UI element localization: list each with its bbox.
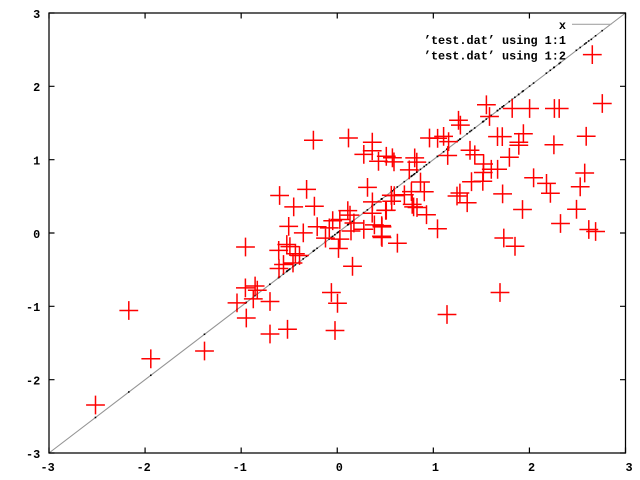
svg-text:-2: -2 bbox=[26, 375, 40, 389]
svg-text:-1: -1 bbox=[233, 461, 247, 475]
svg-text:2: 2 bbox=[33, 81, 40, 95]
svg-text:-2: -2 bbox=[137, 461, 151, 475]
svg-text:-3: -3 bbox=[40, 461, 54, 475]
svg-text:’test.dat’ using 1:1: ’test.dat’ using 1:1 bbox=[424, 34, 566, 48]
svg-text:1: 1 bbox=[432, 461, 439, 475]
svg-text:1: 1 bbox=[33, 155, 40, 169]
svg-text:0: 0 bbox=[336, 461, 343, 475]
svg-text:x: x bbox=[559, 19, 566, 33]
svg-text:3: 3 bbox=[33, 8, 40, 22]
svg-text:2: 2 bbox=[528, 461, 535, 475]
svg-text:0: 0 bbox=[33, 228, 40, 242]
svg-text:3: 3 bbox=[625, 461, 632, 475]
svg-text:-1: -1 bbox=[26, 301, 40, 315]
svg-text:’test.dat’ using 1:2: ’test.dat’ using 1:2 bbox=[424, 49, 566, 63]
svg-text:-3: -3 bbox=[26, 448, 40, 462]
